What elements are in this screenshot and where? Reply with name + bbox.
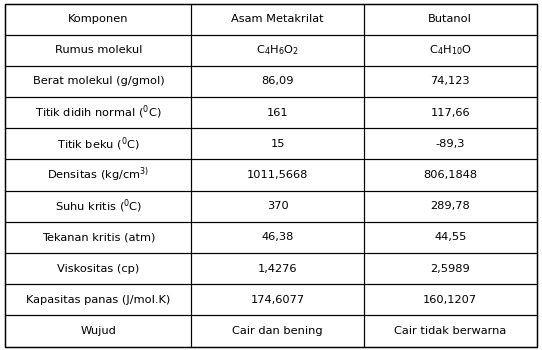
- Text: Tekanan kritis (atm): Tekanan kritis (atm): [42, 232, 155, 242]
- Text: Cair tidak berwarna: Cair tidak berwarna: [394, 326, 506, 336]
- Text: 44,55: 44,55: [434, 232, 467, 242]
- Bar: [191, 253, 364, 284]
- Text: 117,66: 117,66: [430, 108, 470, 118]
- Bar: [191, 191, 364, 222]
- Text: Titik didih normal ($^0$C): Titik didih normal ($^0$C): [35, 104, 162, 121]
- Bar: [191, 35, 364, 66]
- Bar: [5, 66, 191, 97]
- Bar: [5, 284, 191, 315]
- Bar: [5, 159, 191, 191]
- Text: Cair dan bening: Cair dan bening: [233, 326, 323, 336]
- Text: 289,78: 289,78: [430, 201, 470, 211]
- Text: 46,38: 46,38: [261, 232, 294, 242]
- Text: 174,6077: 174,6077: [250, 295, 305, 305]
- Bar: [5, 97, 191, 128]
- Text: Densitas (kg/cm$^{3)}$: Densitas (kg/cm$^{3)}$: [47, 166, 150, 184]
- Text: 2,5989: 2,5989: [430, 264, 470, 274]
- Text: 806,1848: 806,1848: [423, 170, 478, 180]
- Bar: [5, 222, 191, 253]
- Bar: [364, 159, 537, 191]
- Bar: [191, 128, 364, 159]
- Text: Butanol: Butanol: [428, 14, 472, 24]
- Bar: [364, 66, 537, 97]
- Bar: [5, 191, 191, 222]
- Text: Komponen: Komponen: [68, 14, 128, 24]
- Text: 161: 161: [267, 108, 288, 118]
- Text: 86,09: 86,09: [261, 76, 294, 86]
- Bar: [5, 128, 191, 159]
- Text: -89,3: -89,3: [436, 139, 465, 149]
- Text: C$_4$H$_6$O$_2$: C$_4$H$_6$O$_2$: [256, 43, 299, 57]
- Text: Kapasitas panas (J/mol.K): Kapasitas panas (J/mol.K): [26, 295, 171, 305]
- Bar: [191, 97, 364, 128]
- Bar: [364, 315, 537, 346]
- Text: Viskositas (cp): Viskositas (cp): [57, 264, 139, 274]
- Text: 15: 15: [270, 139, 285, 149]
- Bar: [191, 222, 364, 253]
- Text: 1,4276: 1,4276: [258, 264, 298, 274]
- Text: 1011,5668: 1011,5668: [247, 170, 308, 180]
- Bar: [364, 253, 537, 284]
- Bar: [191, 315, 364, 346]
- Bar: [5, 35, 191, 66]
- Text: Berat molekul (g/gmol): Berat molekul (g/gmol): [33, 76, 164, 86]
- Text: 74,123: 74,123: [430, 76, 470, 86]
- Bar: [5, 4, 191, 35]
- Text: Suhu kritis ($^0$C): Suhu kritis ($^0$C): [55, 197, 142, 215]
- Bar: [364, 35, 537, 66]
- Bar: [364, 222, 537, 253]
- Text: Wujud: Wujud: [80, 326, 117, 336]
- Text: Rumus molekul: Rumus molekul: [55, 45, 142, 55]
- Bar: [5, 253, 191, 284]
- Bar: [191, 66, 364, 97]
- Text: Asam Metakrilat: Asam Metakrilat: [231, 14, 324, 24]
- Bar: [364, 284, 537, 315]
- Bar: [364, 191, 537, 222]
- Bar: [191, 159, 364, 191]
- Bar: [191, 4, 364, 35]
- Bar: [364, 97, 537, 128]
- Bar: [364, 128, 537, 159]
- Text: 160,1207: 160,1207: [423, 295, 478, 305]
- Text: 370: 370: [267, 201, 288, 211]
- Bar: [191, 284, 364, 315]
- Bar: [5, 315, 191, 346]
- Bar: [364, 4, 537, 35]
- Text: C$_4$H$_{10}$O: C$_4$H$_{10}$O: [429, 43, 472, 57]
- Text: Titik beku ($^0$C): Titik beku ($^0$C): [57, 135, 140, 153]
